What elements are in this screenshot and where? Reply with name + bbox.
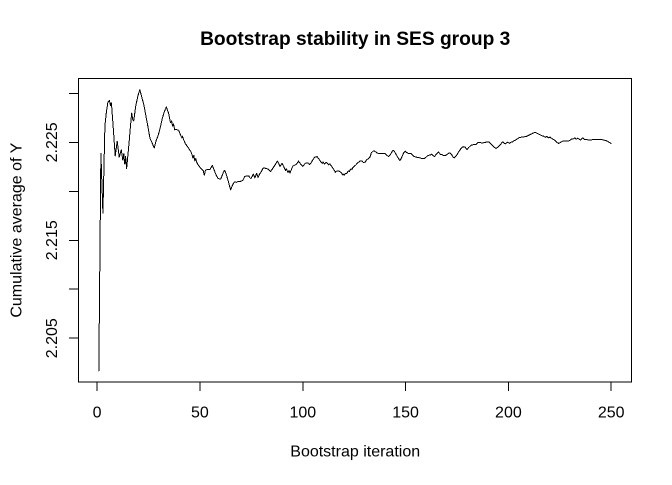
svg-text:2.205: 2.205 (44, 318, 61, 358)
svg-text:Bootstrap iteration: Bootstrap iteration (290, 443, 420, 460)
svg-text:150: 150 (392, 404, 419, 421)
svg-text:0: 0 (93, 404, 102, 421)
svg-text:200: 200 (495, 404, 522, 421)
svg-text:Bootstrap stability in SES gro: Bootstrap stability in SES group 3 (200, 29, 510, 50)
svg-text:2.225: 2.225 (44, 122, 61, 162)
svg-text:100: 100 (289, 404, 316, 421)
svg-text:250: 250 (598, 404, 625, 421)
svg-text:2.215: 2.215 (44, 220, 61, 260)
svg-text:Cumulative average of Y: Cumulative average of Y (9, 142, 26, 317)
svg-text:50: 50 (191, 404, 209, 421)
